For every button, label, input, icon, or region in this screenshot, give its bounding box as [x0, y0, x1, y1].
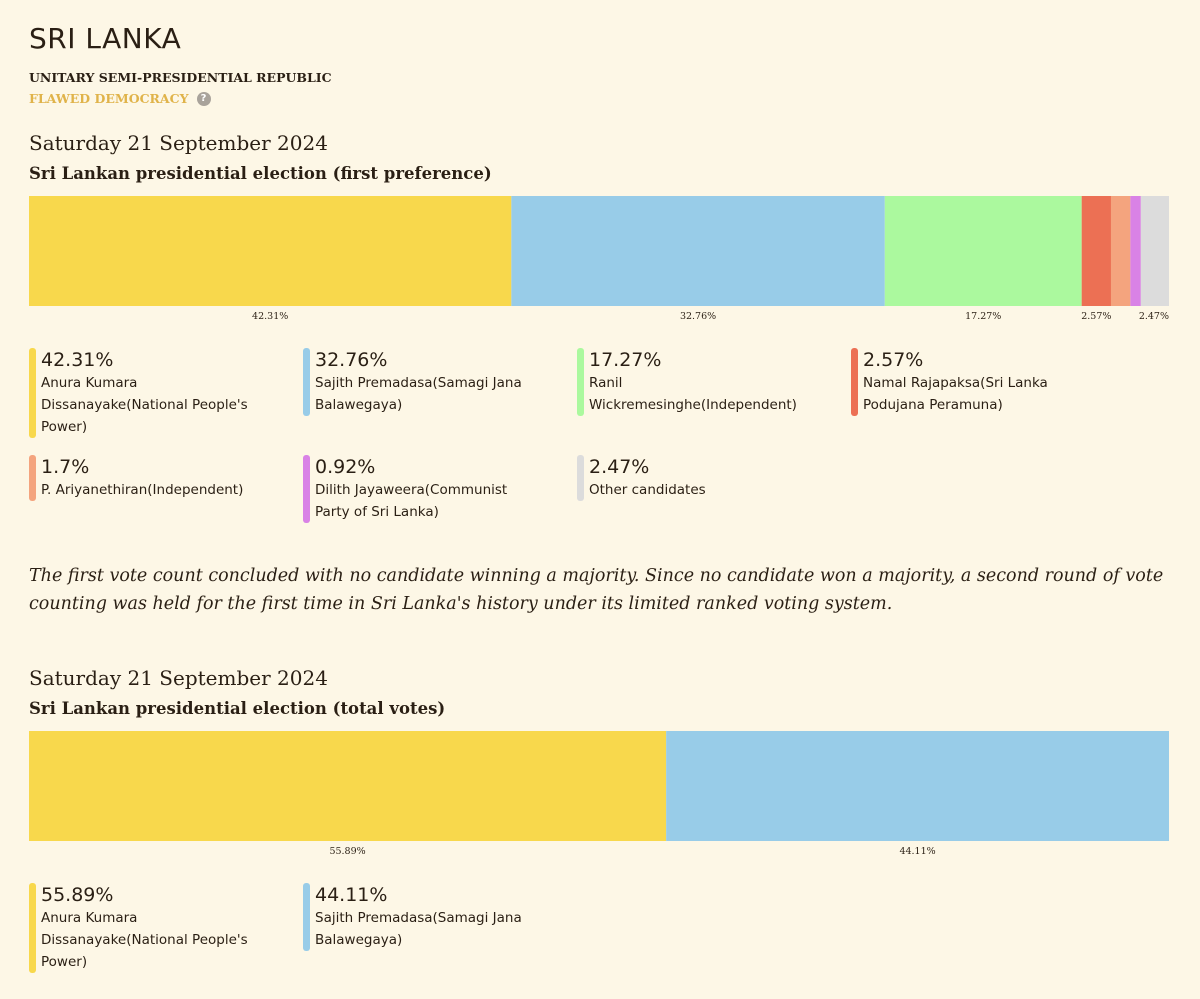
legend-percentage: 42.31%	[41, 349, 114, 371]
legend-swatch	[303, 455, 310, 523]
legend-candidate-name: Anura Kumara Dissanayake(National People…	[41, 375, 248, 435]
legend-text: 55.89% Anura Kumara Dissanayake(National …	[41, 883, 266, 973]
legend-percentage: 2.47%	[589, 456, 650, 478]
government-type: UNITARY SEMI-PRESIDENTIAL REPUBLIC	[29, 70, 332, 85]
election-date: Saturday 21 September 2024	[29, 131, 328, 155]
country-title: SRI LANKA	[29, 22, 182, 55]
legend-swatch	[577, 455, 584, 501]
bar-segment	[29, 196, 512, 306]
democracy-index-label: FLAWED DEMOCRACY	[29, 91, 189, 106]
legend-candidate-name: Ranil Wickremesinghe(Independent)	[589, 375, 797, 413]
bar-segment	[1110, 196, 1131, 306]
legend-candidate-name: Anura Kumara Dissanayake(National People…	[41, 910, 248, 970]
legend-text: 0.92% Dilith Jayaweera(Communist Party of…	[315, 455, 540, 523]
democracy-index-row: FLAWED DEMOCRACY ?	[29, 91, 211, 106]
bar-data-label: 42.31%	[252, 311, 288, 322]
legend-text: 1.7% P. Ariyanethiran(Independent)	[41, 455, 266, 501]
election-date: Saturday 21 September 2024	[29, 666, 328, 690]
legend-percentage: 17.27%	[589, 349, 662, 371]
legend-candidate-name: Sajith Premadasa(Samagi Jana Balawegaya)	[315, 910, 522, 948]
bar-data-label: 17.27%	[965, 311, 1001, 322]
bar-data-label: 2.47%	[1139, 311, 1169, 322]
legend-swatch	[303, 883, 310, 951]
legend-percentage: 55.89%	[41, 884, 114, 906]
legend-text: 44.11% Sajith Premadasa(Samagi Jana Balaw…	[315, 883, 540, 951]
legend-text: 32.76% Sajith Premadasa(Samagi Jana Balaw…	[315, 348, 540, 416]
legend-percentage: 0.92%	[315, 456, 376, 478]
help-icon[interactable]: ?	[196, 91, 211, 106]
legend-swatch	[851, 348, 858, 416]
legend-percentage: 1.7%	[41, 456, 90, 478]
legend-text: 42.31% Anura Kumara Dissanayake(National …	[41, 348, 266, 438]
legend-swatch	[303, 348, 310, 416]
legend-percentage: 44.11%	[315, 884, 388, 906]
bar-segment	[511, 196, 885, 306]
bar-data-label: 44.11%	[899, 846, 935, 857]
stacked-bar-chart: 42.31% 32.76% 17.27% 2.57% 2.47%	[29, 196, 1169, 322]
election-title: Sri Lankan presidential election (first …	[29, 164, 492, 183]
election-title: Sri Lankan presidential election (total …	[29, 699, 446, 718]
legend-candidate-name: Sajith Premadasa(Samagi Jana Balawegaya)	[315, 375, 522, 413]
bar-data-label: 2.57%	[1081, 311, 1111, 322]
legend-swatch	[29, 348, 36, 438]
bar-data-label: 32.76%	[680, 311, 716, 322]
stacked-bar-svg: 55.89% 44.11%	[29, 731, 1169, 857]
legend-text: 2.47% Other candidates	[589, 455, 814, 501]
bar-segment	[884, 196, 1082, 306]
bar-segment	[1140, 196, 1169, 306]
legend-swatch	[29, 883, 36, 973]
stacked-bar-chart: 55.89% 44.11%	[29, 731, 1169, 857]
legend-percentage: 2.57%	[863, 349, 924, 371]
legend-swatch	[29, 455, 36, 501]
legend-candidate-name: Namal Rajapaksa(Sri Lanka Podujana Peram…	[863, 375, 1048, 413]
legend-candidate-name: Dilith Jayaweera(Communist Party of Sri …	[315, 482, 508, 520]
legend-text: 17.27% Ranil Wickremesinghe(Independent)	[589, 348, 814, 416]
stacked-bar-svg: 42.31% 32.76% 17.27% 2.57% 2.47%	[29, 196, 1169, 322]
note-text: The first vote count concluded with no c…	[29, 566, 1164, 614]
legend-candidate-name: P. Ariyanethiran(Independent)	[41, 482, 244, 498]
legend-percentage: 32.76%	[315, 349, 388, 371]
bar-segment	[1081, 196, 1111, 306]
bar-segment	[1130, 196, 1141, 306]
legend-text: 2.57% Namal Rajapaksa(Sri Lanka Podujana …	[863, 348, 1088, 416]
legend-candidate-name: Other candidates	[589, 482, 706, 498]
bar-data-label: 55.89%	[329, 846, 365, 857]
bar-segment	[666, 731, 1169, 841]
bar-segment	[29, 731, 667, 841]
legend-swatch	[577, 348, 584, 416]
